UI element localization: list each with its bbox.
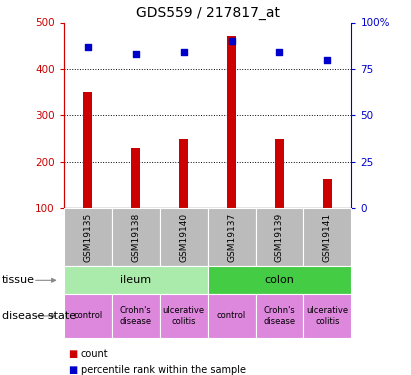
Text: Crohn's
disease: Crohn's disease (120, 306, 152, 326)
Text: GSM19137: GSM19137 (227, 213, 236, 262)
Point (132, 51, 139, 57)
Point (324, 57, 331, 63)
Text: colon: colon (265, 275, 294, 285)
Text: ■: ■ (68, 365, 77, 375)
Bar (275, 138, 284, 208)
Text: GSM19140: GSM19140 (179, 213, 188, 262)
Text: control: control (217, 311, 246, 320)
Point (276, 49, 283, 55)
Text: GSM19139: GSM19139 (275, 213, 284, 262)
Text: GSM19141: GSM19141 (323, 213, 332, 262)
Title: GDS559 / 217817_at: GDS559 / 217817_at (136, 6, 279, 20)
Text: tissue: tissue (2, 275, 35, 285)
Text: ■: ■ (68, 350, 77, 359)
Text: count: count (81, 350, 109, 359)
Bar (227, 36, 236, 208)
Point (84, 44, 91, 50)
Point (228, 38, 235, 44)
Text: ileum: ileum (120, 275, 151, 285)
Text: GSM19138: GSM19138 (131, 213, 140, 262)
Bar (179, 138, 188, 208)
Text: disease state: disease state (2, 311, 76, 321)
Text: percentile rank within the sample: percentile rank within the sample (81, 365, 246, 375)
Text: ulcerative
colitis: ulcerative colitis (162, 306, 205, 326)
Text: ulcerative
colitis: ulcerative colitis (306, 306, 349, 326)
Text: Crohn's
disease: Crohn's disease (263, 306, 296, 326)
Text: GSM19135: GSM19135 (83, 213, 92, 262)
Bar (131, 148, 140, 208)
Bar (323, 179, 332, 208)
Point (180, 49, 187, 55)
Text: control: control (73, 311, 102, 320)
Bar (83, 92, 92, 208)
